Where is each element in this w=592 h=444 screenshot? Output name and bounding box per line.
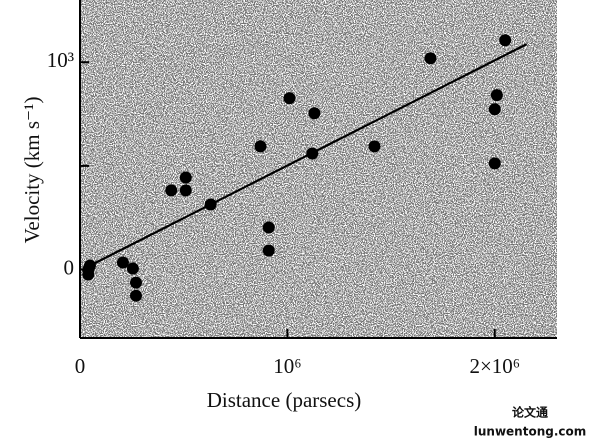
x-tick-label: 10⁶ (273, 354, 301, 378)
data-point (424, 52, 437, 65)
x-tick-label: 2×10⁶ (469, 354, 520, 378)
data-point (129, 289, 142, 302)
data-point (283, 92, 296, 105)
data-point (490, 89, 503, 102)
data-point (179, 171, 192, 184)
data-point (179, 184, 192, 197)
x-axis-label: Distance (parsecs) (207, 388, 362, 412)
data-point (165, 184, 178, 197)
data-point (368, 140, 381, 153)
data-point (126, 262, 139, 275)
y-tick-label: 0 (64, 255, 75, 279)
plot-background (80, 0, 557, 338)
data-point (308, 107, 321, 120)
data-point (262, 221, 275, 234)
data-point (488, 157, 501, 170)
data-point (83, 259, 96, 272)
data-point (254, 140, 267, 153)
data-point (306, 147, 319, 160)
watermark: lunwentong.com (474, 425, 587, 439)
data-point (499, 34, 512, 47)
y-axis-label: Velocity (km s⁻¹) (20, 97, 44, 244)
data-point (488, 103, 501, 116)
x-tick-label: 0 (75, 354, 86, 378)
watermark: 论文通 (512, 405, 548, 420)
data-point (204, 198, 217, 211)
y-tick-label: 10³ (47, 48, 74, 72)
data-point (116, 256, 129, 269)
data-point (262, 244, 275, 257)
data-point (129, 276, 142, 289)
